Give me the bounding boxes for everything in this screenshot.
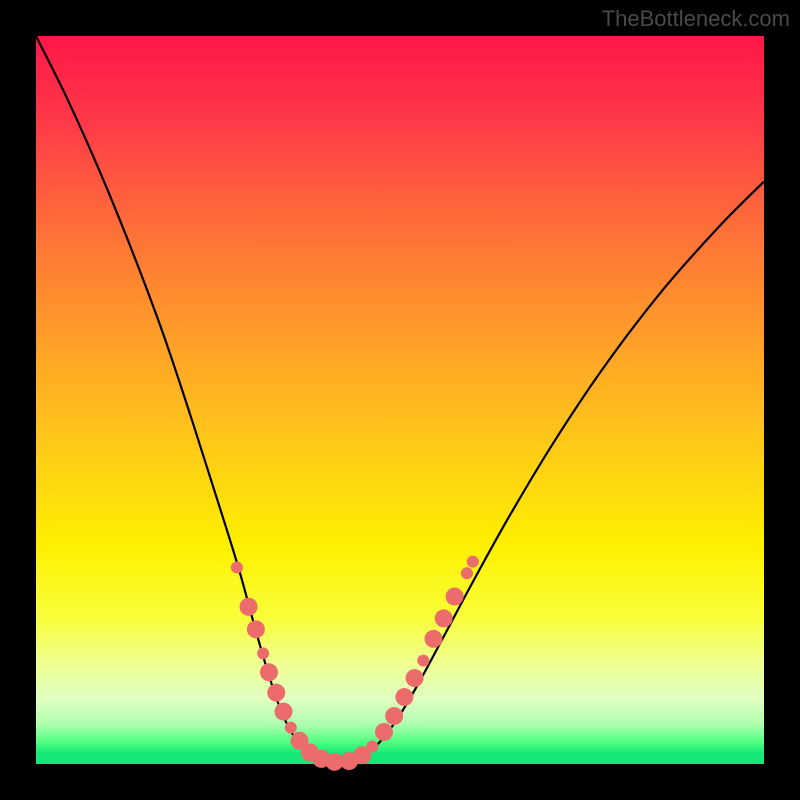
data-marker xyxy=(424,630,442,648)
data-marker xyxy=(417,655,429,667)
data-marker xyxy=(375,723,393,741)
data-marker xyxy=(385,707,403,725)
data-marker xyxy=(240,598,258,616)
data-marker xyxy=(461,567,473,579)
data-marker xyxy=(406,669,424,687)
data-marker xyxy=(395,688,413,706)
data-marker xyxy=(267,684,285,702)
v-curve-path xyxy=(36,36,764,763)
data-marker xyxy=(446,588,464,606)
data-marker xyxy=(231,561,243,573)
data-marker xyxy=(285,722,297,734)
marker-group xyxy=(231,556,479,771)
data-marker xyxy=(260,663,278,681)
curve-layer xyxy=(36,36,764,764)
data-marker xyxy=(257,647,269,659)
data-marker xyxy=(366,741,378,753)
data-marker xyxy=(435,609,453,627)
data-marker xyxy=(247,620,265,638)
plot-area xyxy=(36,36,764,764)
data-marker xyxy=(275,703,293,721)
data-marker xyxy=(467,556,479,568)
watermark-text: TheBottleneck.com xyxy=(602,6,790,32)
